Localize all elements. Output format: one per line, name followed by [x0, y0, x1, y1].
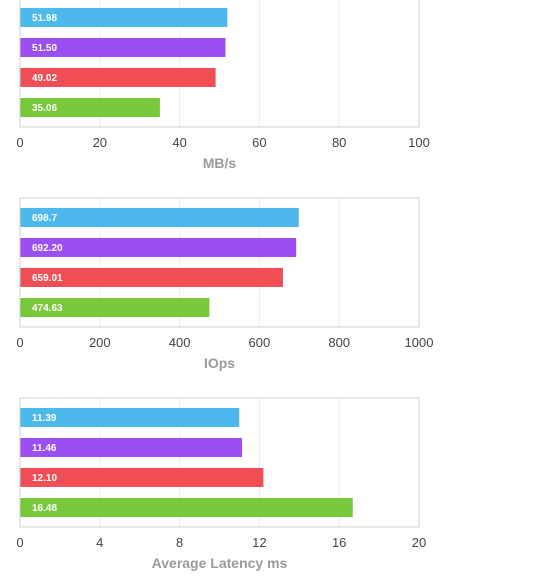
tick-label: 0: [16, 535, 23, 550]
tick-label: 20: [93, 135, 107, 150]
bar: [20, 298, 210, 317]
bar: [20, 68, 216, 87]
bar-value-label: 11.46: [32, 443, 57, 454]
bar-value-label: 16.48: [32, 503, 57, 514]
bar-value-label: 659.01: [32, 273, 63, 284]
bar-value-label: 698.7: [32, 213, 57, 224]
bar-value-label: 474.63: [32, 303, 63, 314]
bar: [20, 498, 353, 517]
plot-frame: [19, 0, 420, 128]
plot-frame: [19, 397, 420, 528]
bar: [20, 268, 283, 287]
bar: [20, 98, 160, 117]
bar: [20, 408, 240, 427]
tick-label: 0: [16, 335, 23, 350]
x-axis-title: MB/s: [203, 155, 237, 171]
bar-value-label: 51.98: [32, 13, 57, 24]
tick-label: 80: [332, 135, 346, 150]
tick-label: 12: [252, 535, 266, 550]
bar-value-label: 49.02: [32, 73, 57, 84]
tick-label: 1000: [405, 335, 434, 350]
bar-value-label: 692.20: [32, 243, 63, 254]
bar: [20, 38, 226, 57]
plot-frame: [19, 197, 420, 328]
bar: [20, 238, 297, 257]
bar: [20, 438, 243, 457]
tick-label: 20: [412, 535, 426, 550]
tick-label: 200: [89, 335, 111, 350]
tick-label: 400: [169, 335, 191, 350]
tick-label: 600: [249, 335, 271, 350]
bar-value-label: 11.39: [32, 413, 57, 424]
x-axis-title: Average Latency ms: [152, 555, 288, 571]
bar-value-label: 51.50: [32, 43, 57, 54]
tick-label: 40: [172, 135, 186, 150]
tick-label: 8: [176, 535, 183, 550]
bar-value-label: 12.10: [32, 473, 57, 484]
bar: [20, 468, 264, 487]
bar: [20, 208, 299, 227]
x-axis-title: IOps: [204, 355, 235, 371]
bar-value-label: 35.06: [32, 103, 57, 114]
bar: [20, 8, 228, 27]
tick-label: 100: [408, 135, 430, 150]
tick-label: 4: [96, 535, 103, 550]
tick-label: 16: [332, 535, 346, 550]
tick-label: 800: [328, 335, 350, 350]
tick-label: 0: [16, 135, 23, 150]
tick-label: 60: [252, 135, 266, 150]
